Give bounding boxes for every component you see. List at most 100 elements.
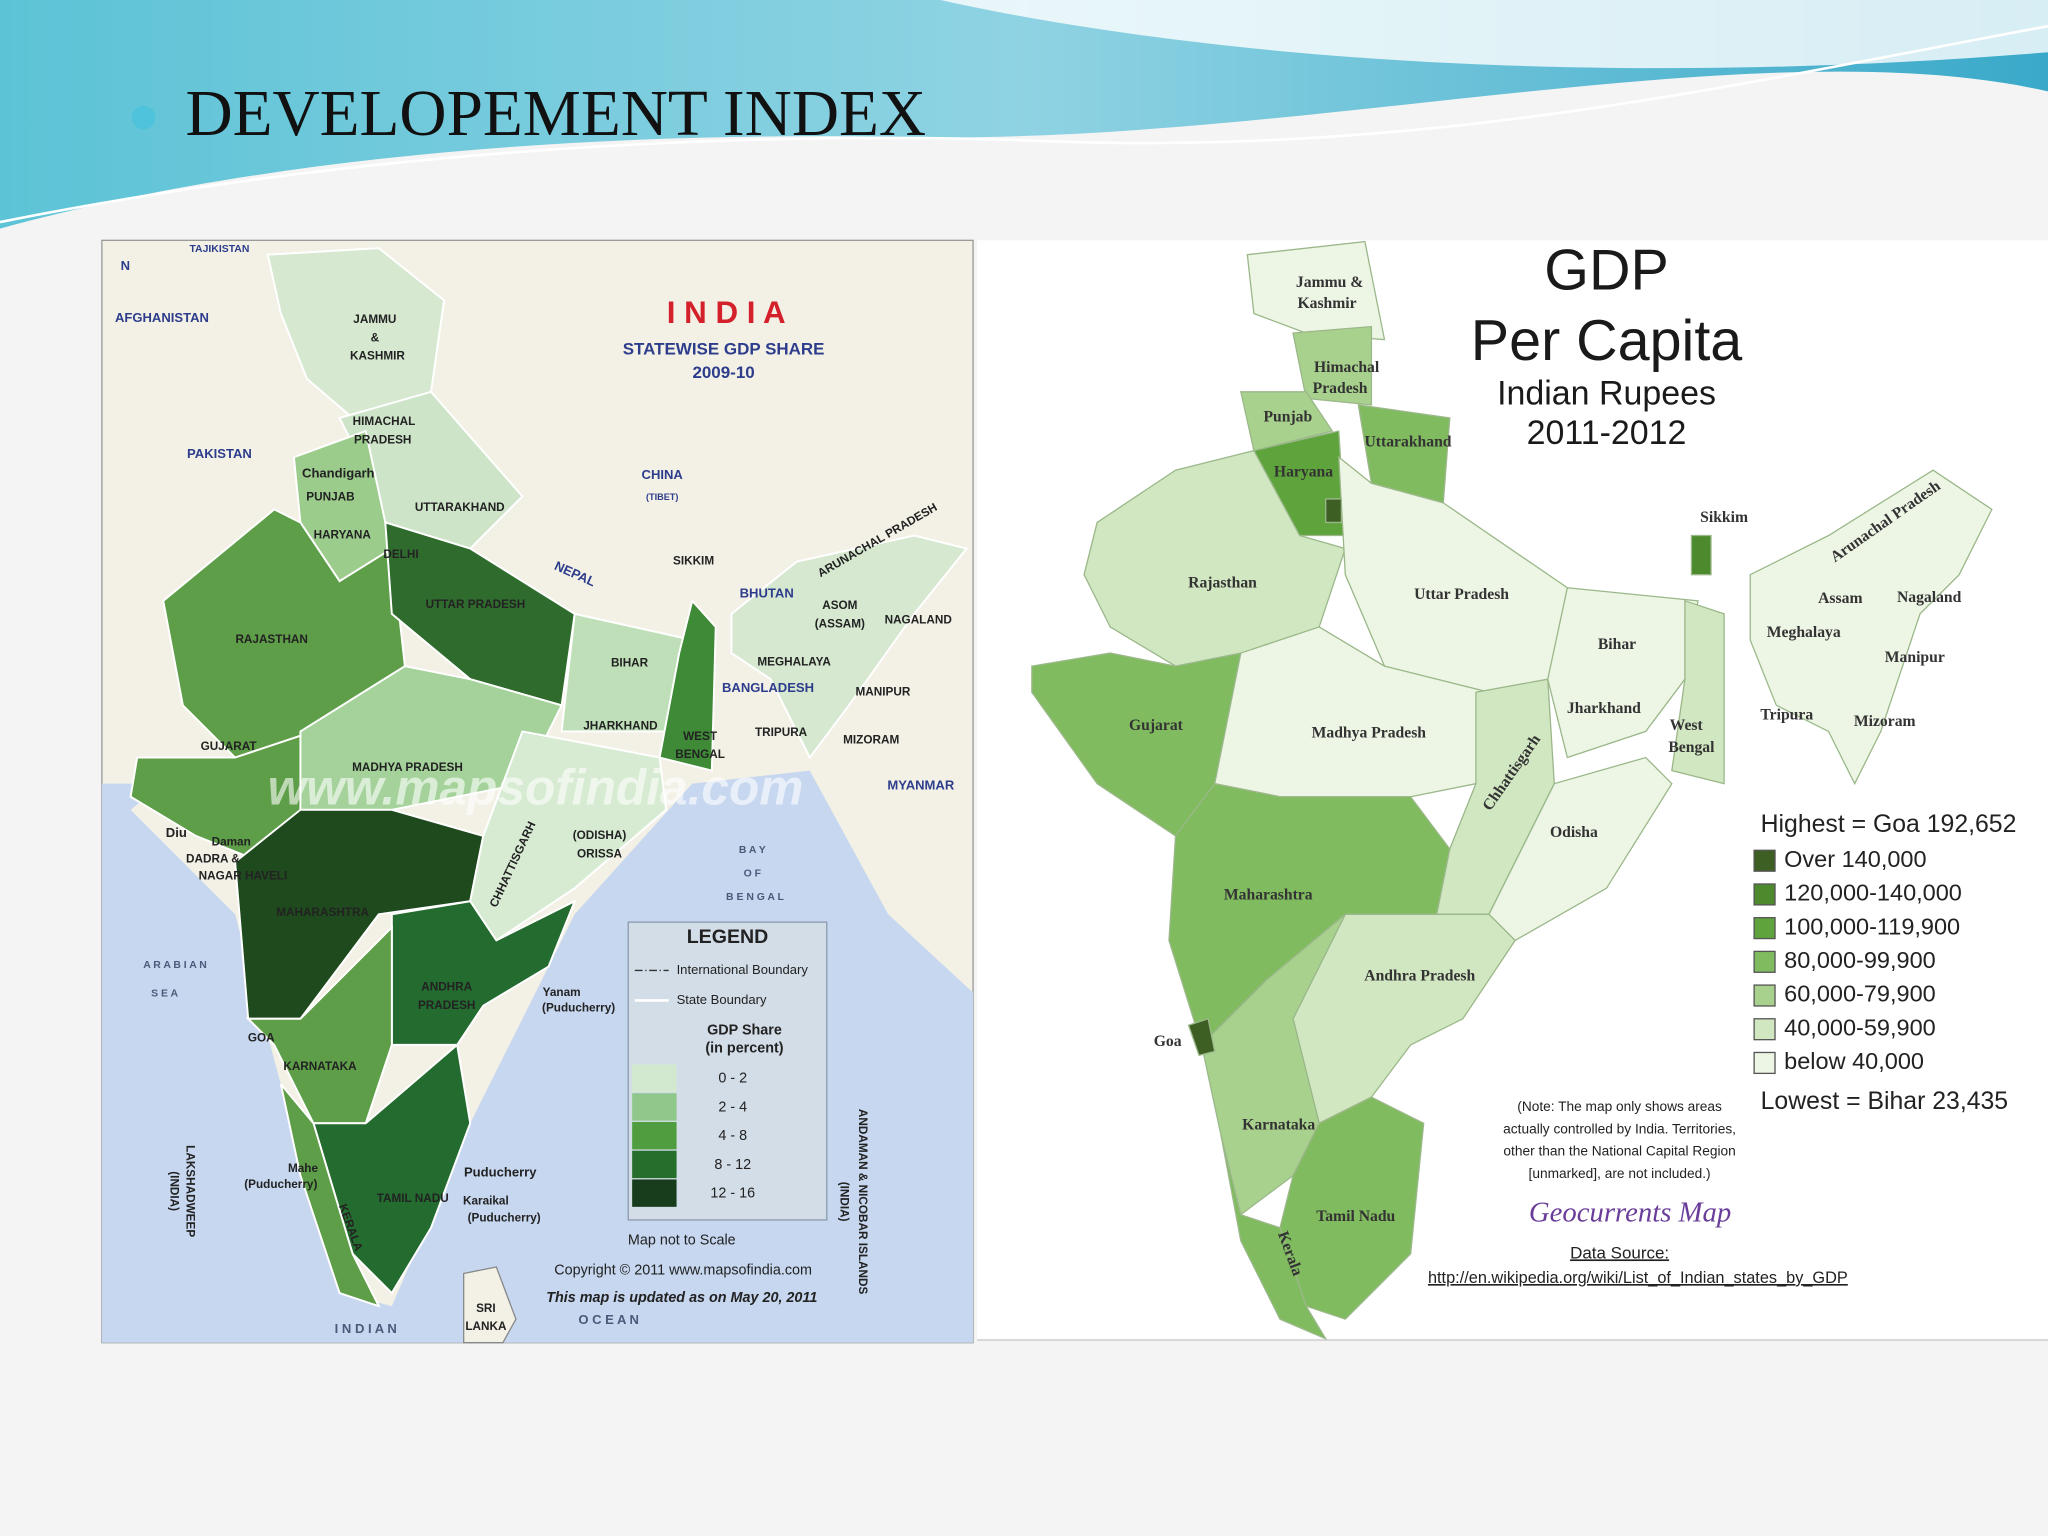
map-label: PAKISTAN (187, 446, 252, 461)
sri-lanka (463, 1266, 517, 1344)
map-note: actually controlled by India. Territorie… (1503, 1121, 1736, 1136)
region (1220, 1136, 1328, 1341)
map-label: AFGHANISTAN (115, 310, 209, 325)
map-label: GUJARAT (201, 740, 258, 753)
map-note: This map is updated as on May 20, 2011 (546, 1290, 817, 1306)
legend-swatch (1753, 950, 1776, 973)
region (1325, 498, 1343, 524)
legend-title: Highest = Goa 192,652 (1761, 811, 2017, 838)
map-label: ANDHRA (421, 981, 472, 994)
region (1749, 469, 1993, 786)
map-label: UTTARAKHAND (415, 501, 505, 514)
legend-swatch (1753, 917, 1776, 940)
legend-label: International Boundary (677, 962, 809, 977)
map-label: (Puducherry) (542, 1001, 615, 1014)
legend-label: 2 - 4 (718, 1099, 747, 1115)
map-label: ASOM (822, 599, 857, 612)
map-label: O F (744, 869, 761, 880)
map-label: TAMIL NADU (377, 1192, 449, 1205)
map-label: NAGAR HAVELI (199, 870, 288, 883)
map-label: CHINA (642, 467, 684, 482)
map-label: Karaikal (463, 1195, 509, 1208)
map-label: PRADESH (354, 433, 411, 446)
map-label: B A Y (739, 845, 766, 856)
map-label: N (121, 258, 130, 273)
map-label: Odisha (1550, 824, 1598, 841)
map-label: West (1670, 717, 1704, 734)
legend-title: (in percent) (705, 1041, 783, 1057)
legend-title: LEGEND (687, 926, 769, 948)
region (390, 899, 577, 1046)
map-label: Gujarat (1129, 717, 1184, 734)
source-url: http://en.wikipedia.org/wiki/List_of_Ind… (1428, 1269, 1848, 1287)
map-label: HIMACHAL (353, 415, 416, 428)
map-label: MEGHALAYA (757, 655, 831, 668)
region (658, 598, 717, 772)
map-subtitle: Indian Rupees (1497, 375, 1716, 413)
map-label: Madhya Pradesh (1312, 725, 1427, 742)
map-label: Pradesh (1313, 380, 1368, 397)
map-label: O C E A N (578, 1312, 639, 1327)
map-label: Uttar Pradesh (1414, 586, 1509, 603)
legend-swatch (1753, 1051, 1776, 1075)
map-label: Diu (166, 825, 187, 840)
map-label: MADHYA PRADESH (352, 761, 463, 774)
map-label: DADRA & (186, 853, 240, 866)
region (469, 730, 668, 942)
map-label: TRIPURA (755, 726, 808, 739)
map-label: Andhra Pradesh (1364, 968, 1475, 985)
map-label: Tripura (1760, 706, 1813, 723)
map-label: ORISSA (577, 847, 623, 860)
map-subtitle: 2009-10 (692, 363, 754, 382)
legend-swatch (1753, 849, 1776, 872)
slide-title: DEVELOPEMENT INDEX (185, 78, 926, 150)
map-label: Tamil Nadu (1316, 1208, 1395, 1225)
map-label: Rajasthan (1188, 574, 1257, 591)
map-label: Jharkhand (1567, 700, 1641, 717)
map-label: (ODISHA) (573, 829, 627, 842)
legend-label: 100,000-119,900 (1784, 913, 1960, 939)
map-label: UTTAR PRADESH (426, 598, 526, 611)
region (1240, 391, 1334, 452)
map-label: DELHI (383, 548, 418, 561)
map-label: BIHAR (611, 657, 649, 670)
map-label: Maharashtra (1224, 887, 1313, 904)
region (1690, 534, 1712, 576)
map-label: NAGALAND (885, 614, 952, 627)
legend-title: GDP Share (707, 1022, 782, 1038)
map-label: BHUTAN (740, 586, 794, 601)
map-label: Punjab (1263, 409, 1312, 426)
map-label: Haryana (1274, 463, 1333, 480)
map-label: PUNJAB (306, 491, 354, 504)
map-label: BANGLADESH (722, 680, 814, 695)
map-note: (Note: The map only shows areas (1517, 1099, 1722, 1114)
legend-label: 0 - 2 (718, 1071, 747, 1087)
map-subtitle: STATEWISE GDP SHARE (623, 340, 825, 359)
map-label: HARYANA (314, 529, 372, 542)
legend-label: 120,000-140,000 (1784, 880, 1962, 906)
map-label: Bihar (1598, 636, 1636, 653)
map-label: KARNATAKA (283, 1060, 357, 1073)
legend-swatch (632, 1121, 677, 1150)
map-label: BENGAL (675, 748, 725, 761)
legend-label: 12 - 16 (710, 1186, 755, 1202)
map-label: Uttarakhand (1365, 433, 1452, 450)
legend-label: 60,000-79,900 (1784, 981, 1936, 1007)
map-label: & (371, 331, 380, 344)
legend-label: below 40,000 (1784, 1048, 1924, 1074)
map-label: Himachal (1314, 359, 1380, 376)
map-label: (Puducherry) (468, 1212, 541, 1225)
map-label: Chandigarh (302, 466, 375, 481)
region (1187, 1017, 1216, 1057)
header-line (0, 24, 2048, 224)
map-note: Copyright © 2011 www.mapsofindia.com (554, 1263, 812, 1279)
legend-label: Over 140,000 (1784, 846, 1926, 872)
map-note: [unmarked], are not included.) (1529, 1166, 1711, 1181)
map-label: (INDIA) (168, 1171, 181, 1211)
legend-label: 8 - 12 (714, 1157, 751, 1173)
map-label: Sikkim (1700, 509, 1748, 526)
map-label: B E N G A L (726, 892, 784, 903)
map-label: (TIBET) (646, 492, 678, 502)
legend-label: 40,000-59,900 (1784, 1014, 1936, 1040)
